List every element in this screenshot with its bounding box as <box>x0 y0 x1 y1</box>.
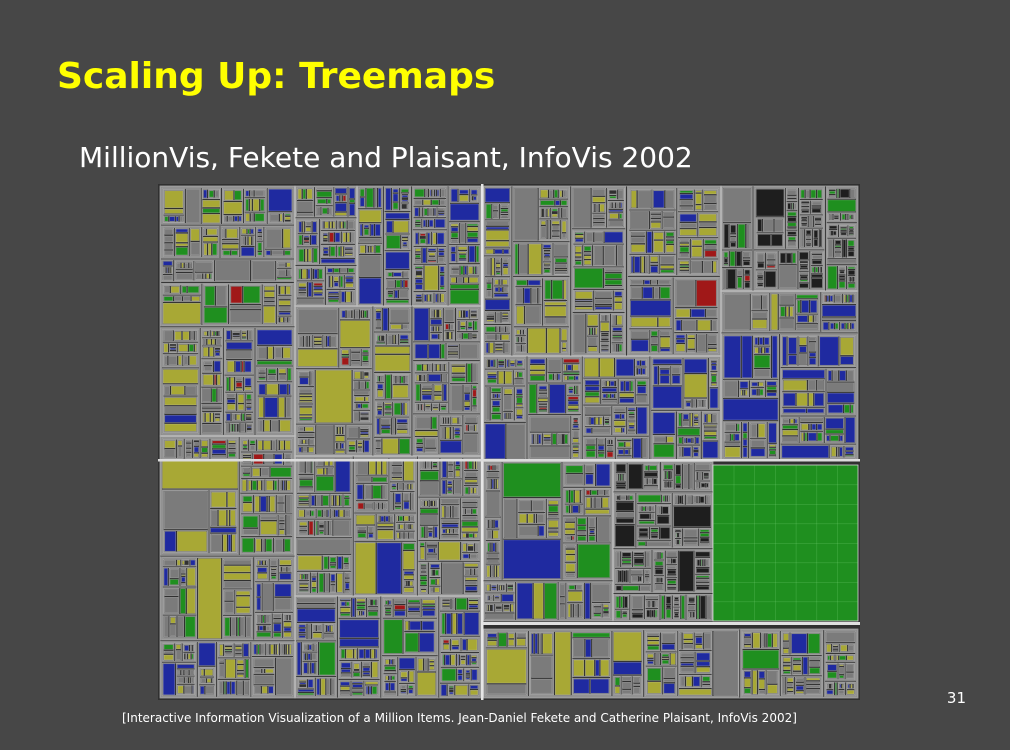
slide-title: Scaling Up: Treemaps <box>57 56 496 97</box>
slide-subtitle: MillionVis, Fekete and Plaisant, InfoVis… <box>79 141 693 174</box>
treemap-image <box>158 184 860 700</box>
page-number: 31 <box>946 689 966 707</box>
treemap-graphic <box>158 184 860 700</box>
citation: [Interactive Information Visualization o… <box>122 711 797 725</box>
